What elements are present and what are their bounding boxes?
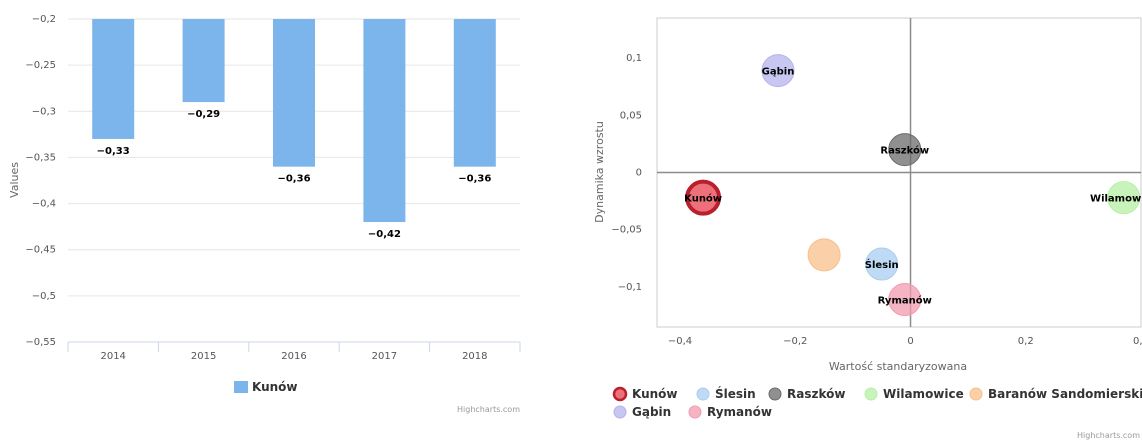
- bar-2016[interactable]: [273, 19, 315, 167]
- scatter-y-tick-label: −0,1: [618, 282, 642, 293]
- scatter-legend-symbol: [969, 387, 983, 401]
- bubble-marker: [761, 54, 795, 88]
- bar-2017[interactable]: [363, 19, 406, 223]
- bar-legend-label: Kunów: [252, 380, 298, 394]
- bar-data-label: −0,36: [458, 174, 491, 185]
- bar-data-label: −0,29: [187, 109, 220, 120]
- scatter-y-tick-label: 0,1: [626, 53, 642, 64]
- bubble-marker: [888, 133, 922, 167]
- scatter-legend-label: Gąbin: [632, 405, 671, 419]
- scatter-x-tick-label: −0,2: [783, 336, 807, 347]
- bubble-label: Gąbin: [762, 67, 795, 78]
- scatter-y-tick-label: −0,05: [611, 225, 642, 236]
- scatter-legend-symbol: [864, 387, 878, 401]
- scatter-legend: Kunów Ślesin Raszków Wilamowice Baranów Sand…: [612, 386, 1142, 419]
- bar-chart: −0,2 −0,25 −0,3 −0,35 −0,4 −0,45 −0,5 −0,55 −0,…: [8, 14, 521, 414]
- scatter-legend-label: Raszków: [787, 387, 845, 401]
- bubble-Gąbin[interactable]: Gąbin: [761, 54, 795, 88]
- scatter-legend-label: Baranów Sandomierski: [988, 387, 1142, 401]
- bar-data-label: −0,33: [97, 146, 130, 157]
- scatter-legend-symbol: [768, 387, 782, 401]
- scatter-x-tick-labels: −0,4 −0,2 0 0,2 0,4: [668, 336, 1142, 347]
- bar-y-tick-label: −0,5: [32, 291, 56, 302]
- scatter-y-axis-title: Dynamika wzrostu: [593, 121, 606, 223]
- bubble-marker: [888, 283, 922, 317]
- bar-series: [92, 19, 496, 223]
- scatter-y-tick-label: 0: [636, 168, 642, 179]
- scatter-credits[interactable]: Highcharts.com: [1077, 431, 1140, 440]
- bar-y-tick-label: −0,4: [32, 199, 56, 210]
- bar-x-tick-label: 2018: [462, 351, 487, 362]
- bar-y-tick-labels: −0,2 −0,25 −0,3 −0,35 −0,4 −0,45 −0,5 −0,55: [25, 14, 56, 348]
- bar-x-tick-label: 2015: [191, 351, 216, 362]
- scatter-legend-item-Kunów[interactable]: Kunów: [612, 386, 678, 402]
- scatter-x-tick-label: 0: [907, 336, 913, 347]
- bar-credits[interactable]: Highcharts.com: [457, 405, 520, 414]
- scatter-legend-label: Kunów: [632, 387, 678, 401]
- bar-data-label: −0,36: [277, 174, 310, 185]
- bar-x-axis: 2014 2015 2016 2017 2018: [67, 341, 521, 362]
- bar-x-tick-label: 2016: [281, 351, 306, 362]
- bubble-marker: [807, 238, 841, 272]
- bubble-Rymanów[interactable]: Rymanów: [878, 283, 932, 317]
- bubble-Wilamowice[interactable]: Wilamowice: [1090, 181, 1142, 215]
- bar-x-tick-label: 2017: [372, 351, 397, 362]
- bubble-Kunów[interactable]: Kunów: [684, 179, 722, 216]
- bar-y-axis-title: Values: [8, 162, 21, 198]
- bubble-label: Rymanów: [878, 295, 932, 307]
- bubble-label: Wilamowice: [1090, 194, 1142, 205]
- bubble-label: Raszków: [880, 145, 929, 157]
- scatter-legend-symbol: [613, 405, 627, 419]
- bubble-Ślesin[interactable]: Ślesin: [865, 247, 899, 281]
- bubble-marker: [685, 179, 722, 216]
- scatter-legend-label: Ślesin: [715, 386, 756, 401]
- bubble-Baranów Sandomierski[interactable]: [807, 238, 841, 272]
- bar-2018[interactable]: [453, 19, 496, 167]
- bar-y-tick-label: −0,3: [32, 106, 56, 117]
- scatter-legend-label: Wilamowice: [883, 387, 964, 401]
- bar-y-tick-label: −0,35: [25, 152, 56, 163]
- bar-y-tick-label: −0,55: [25, 337, 56, 348]
- bar-legend[interactable]: Kunów: [234, 380, 298, 394]
- scatter-x-tick-label: 0,4: [1133, 336, 1142, 347]
- bubble-Raszków[interactable]: Raszków: [880, 133, 929, 167]
- bubble-marker: [865, 247, 899, 281]
- scatter-x-tick-label: 0,2: [1018, 336, 1034, 347]
- bar-x-tick-label: 2014: [100, 351, 125, 362]
- scatter-legend-item-Raszków[interactable]: Raszków: [768, 387, 845, 401]
- scatter-legend-item-Wilamowice[interactable]: Wilamowice: [864, 387, 964, 401]
- scatter-y-tick-labels: 0,1 0,05 0 −0,05 −0,1: [611, 53, 642, 293]
- bar-2014[interactable]: [92, 19, 135, 139]
- scatter-legend-label: Rymanów: [707, 405, 772, 419]
- scatter-legend-item-Baranów Sandomierski[interactable]: Baranów Sandomierski: [969, 387, 1142, 401]
- scatter-legend-symbol: [612, 386, 628, 402]
- scatter-y-tick-label: 0,05: [620, 110, 642, 121]
- scatter-legend-item-Ślesin[interactable]: Ślesin: [696, 386, 756, 401]
- scatter-legend-symbol: [696, 387, 710, 401]
- scatter-legend-symbol: [688, 405, 702, 419]
- bar-2015[interactable]: [182, 19, 225, 103]
- bar-y-tick-label: −0,2: [32, 14, 56, 25]
- bubble-label: Ślesin: [865, 258, 899, 271]
- scatter-x-axis-title: Wartość standaryzowana: [829, 360, 967, 373]
- bubble-marker: [1107, 181, 1141, 215]
- scatter-zero-lines: [657, 18, 1141, 327]
- bubble-label: Kunów: [684, 193, 722, 205]
- bar-legend-swatch: [234, 381, 248, 393]
- scatter-legend-item-Rymanów[interactable]: Rymanów: [688, 405, 772, 419]
- scatter-x-tick-label: −0,4: [668, 336, 692, 347]
- bar-data-label: −0,42: [368, 229, 401, 240]
- bar-y-tick-label: −0,25: [25, 60, 56, 71]
- scatter-chart: 0,1 0,05 0 −0,05 −0,1 −0,4 −0,2 0 0,2 0,4 Kunów Ś…: [593, 17, 1142, 440]
- bar-y-tick-label: −0,45: [25, 245, 56, 256]
- scatter-bubbles: Kunów Ślesin Raszków Wilamowice Gąbin Rymanów: [684, 54, 1142, 317]
- bar-data-labels: −0,33 −0,29 −0,36 −0,42 −0,36: [97, 109, 492, 240]
- scatter-legend-item-Gąbin[interactable]: Gąbin: [613, 405, 671, 419]
